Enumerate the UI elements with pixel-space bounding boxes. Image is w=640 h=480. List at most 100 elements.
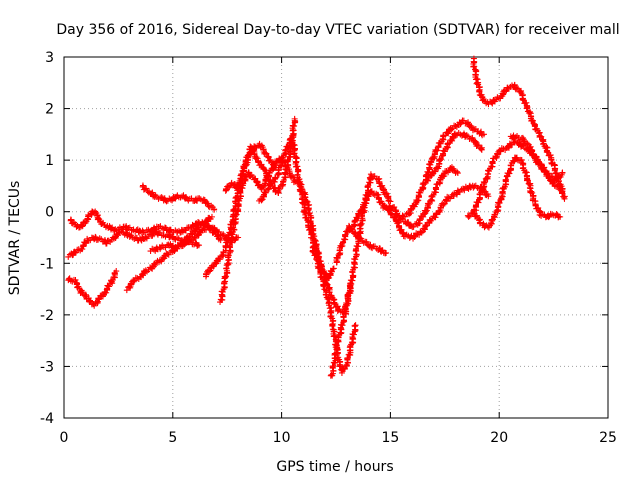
- y-tick-label: 3: [45, 50, 54, 66]
- data-point: [333, 349, 340, 356]
- data-point: [331, 350, 338, 357]
- x-tick-label: 0: [60, 430, 69, 446]
- data-point: [330, 362, 337, 369]
- x-tick-label: 5: [168, 430, 177, 446]
- data-point: [463, 132, 470, 139]
- data-point: [69, 220, 76, 227]
- data-point: [347, 344, 354, 351]
- axis-ticks: 0 5 10 15 20 25 -4 -3 -2 -1 0 1 2 3: [40, 50, 617, 446]
- data-point: [278, 162, 285, 169]
- data-point: [478, 146, 485, 153]
- y-axis-label: SDTVAR / TECUs: [7, 181, 23, 296]
- data-point: [551, 182, 558, 189]
- y-tick-label: 2: [45, 102, 54, 118]
- data-point: [518, 156, 525, 163]
- data-point: [291, 150, 298, 157]
- data-point: [340, 314, 347, 321]
- y-tick-label: -3: [40, 359, 54, 375]
- data-point: [427, 158, 434, 165]
- data-point: [220, 231, 227, 238]
- data-point: [417, 189, 424, 196]
- data-point: [318, 268, 325, 275]
- y-tick-label: -4: [40, 411, 54, 427]
- data-point: [440, 201, 447, 208]
- series-sat-17: [422, 117, 487, 184]
- data-point: [235, 234, 242, 241]
- data-point: [232, 212, 239, 219]
- data-point: [245, 154, 252, 161]
- data-point: [330, 265, 337, 272]
- data-point: [382, 190, 389, 197]
- data-point: [72, 276, 79, 283]
- data-point: [233, 211, 240, 218]
- data-point: [475, 142, 482, 149]
- data-point: [545, 214, 552, 221]
- data-point: [328, 268, 335, 275]
- data-point: [481, 179, 488, 186]
- data-point: [280, 154, 287, 161]
- data-point: [195, 242, 202, 249]
- data-point: [239, 170, 246, 177]
- data-point: [414, 197, 421, 204]
- data-point: [448, 126, 455, 133]
- data-point: [339, 322, 346, 329]
- series-sat-12: [327, 171, 394, 379]
- data-point: [318, 273, 325, 280]
- data-point: [471, 183, 478, 190]
- data-point: [87, 298, 94, 305]
- data-point: [173, 244, 180, 251]
- data-point: [368, 188, 375, 195]
- data-point: [91, 302, 98, 309]
- data-point: [291, 122, 298, 129]
- data-point: [529, 189, 536, 196]
- data-point: [357, 221, 364, 228]
- data-point: [524, 140, 531, 147]
- data-point: [544, 148, 551, 155]
- data-point: [258, 197, 265, 204]
- data-point: [206, 214, 213, 221]
- data-point: [78, 223, 85, 230]
- data-point: [454, 168, 461, 175]
- data-point: [130, 278, 137, 285]
- data-point: [344, 362, 351, 369]
- data-point: [204, 200, 211, 207]
- data-point: [261, 166, 268, 173]
- data-point: [508, 162, 515, 169]
- data-point: [440, 170, 447, 177]
- data-point: [527, 143, 534, 150]
- data-point: [323, 291, 330, 298]
- data-point: [437, 177, 444, 184]
- data-point: [92, 233, 99, 240]
- data-point: [205, 203, 212, 210]
- series-sat-14: [347, 182, 492, 242]
- data-point: [79, 289, 86, 296]
- series-sat-01: [65, 268, 120, 309]
- series-sat-09: [222, 115, 299, 197]
- data-point: [224, 260, 231, 267]
- data-point: [483, 174, 490, 181]
- data-point: [554, 176, 561, 183]
- data-point: [418, 229, 425, 236]
- data-point: [250, 147, 257, 154]
- data-point: [363, 238, 370, 245]
- data-point: [489, 217, 496, 224]
- data-point: [355, 211, 362, 218]
- data-point: [247, 143, 254, 150]
- y-tick-label: 0: [45, 205, 54, 221]
- data-point: [72, 249, 79, 256]
- data-point: [480, 131, 487, 138]
- data-point: [529, 117, 536, 124]
- data-point: [349, 277, 356, 284]
- data-point: [432, 168, 439, 175]
- data-point: [469, 127, 476, 134]
- data-point: [211, 206, 218, 213]
- data-point: [223, 273, 230, 280]
- data-point: [206, 268, 213, 275]
- data-point: [442, 132, 449, 139]
- series-sat-20: [471, 154, 564, 231]
- data-point: [294, 163, 301, 170]
- series-sat-11: [309, 244, 359, 376]
- data-point: [492, 211, 499, 218]
- data-point: [434, 147, 441, 154]
- data-point: [557, 213, 564, 220]
